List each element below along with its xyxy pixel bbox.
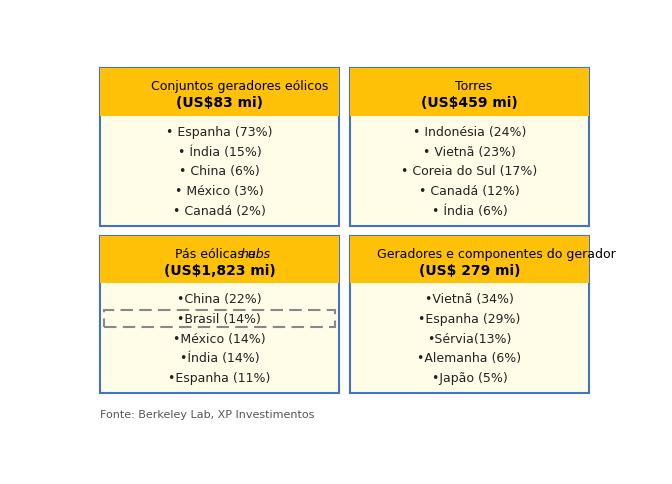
Text: •Brasil (14%): •Brasil (14%) <box>177 312 261 325</box>
Text: Conjuntos geradores eólicos: Conjuntos geradores eólicos <box>151 80 328 93</box>
Text: •México (14%): •México (14%) <box>173 332 265 345</box>
Text: (US$ 279 mi): (US$ 279 mi) <box>419 263 520 277</box>
Text: • México (3%): • México (3%) <box>175 185 264 198</box>
Text: •Vietnã (34%): •Vietnã (34%) <box>425 292 514 305</box>
FancyBboxPatch shape <box>349 69 589 117</box>
Text: •Espanha (29%): •Espanha (29%) <box>418 312 521 325</box>
Text: •China (22%): •China (22%) <box>177 292 261 305</box>
Text: • Vietnã (23%): • Vietnã (23%) <box>423 146 516 158</box>
FancyBboxPatch shape <box>99 69 339 227</box>
Text: •Sérvia(13%): •Sérvia(13%) <box>427 332 511 345</box>
Text: (US$1,823 mi): (US$1,823 mi) <box>163 263 276 277</box>
FancyBboxPatch shape <box>99 69 339 117</box>
FancyBboxPatch shape <box>349 69 589 227</box>
FancyBboxPatch shape <box>349 236 589 283</box>
Text: (US$83 mi): (US$83 mi) <box>176 96 263 110</box>
Text: • Espanha (73%): • Espanha (73%) <box>166 126 273 139</box>
FancyBboxPatch shape <box>99 236 339 393</box>
Text: hubs: hubs <box>241 247 271 260</box>
Text: Fonte: Berkeley Lab, XP Investimentos: Fonte: Berkeley Lab, XP Investimentos <box>99 409 314 419</box>
Text: • Índia (6%): • Índia (6%) <box>431 204 507 217</box>
Text: • Canadá (2%): • Canadá (2%) <box>173 204 266 217</box>
Text: •Japão (5%): •Japão (5%) <box>431 371 507 384</box>
Text: Pás eólicas e: Pás eólicas e <box>175 247 259 260</box>
Text: • Indonésia (24%): • Indonésia (24%) <box>413 126 526 139</box>
Text: (US$459 mi): (US$459 mi) <box>421 96 517 110</box>
Text: • Coreia do Sul (17%): • Coreia do Sul (17%) <box>401 165 538 178</box>
Text: • Canadá (12%): • Canadá (12%) <box>419 185 519 198</box>
Text: •Espanha (11%): •Espanha (11%) <box>168 371 271 384</box>
FancyBboxPatch shape <box>99 236 339 283</box>
Text: •Alemanha (6%): •Alemanha (6%) <box>417 351 521 364</box>
Text: • Índia (15%): • Índia (15%) <box>177 146 261 158</box>
FancyBboxPatch shape <box>349 236 589 393</box>
Text: •Índia (14%): •Índia (14%) <box>179 351 259 364</box>
Text: Geradores e componentes do gerador: Geradores e componentes do gerador <box>377 247 616 260</box>
Text: Torres: Torres <box>455 80 492 93</box>
Text: • China (6%): • China (6%) <box>179 165 260 178</box>
